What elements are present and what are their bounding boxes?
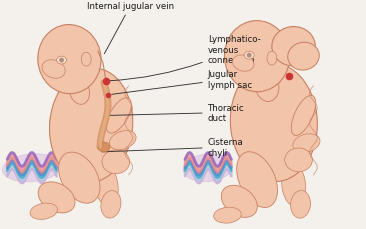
- Ellipse shape: [291, 96, 316, 136]
- Text: Thoracic
duct: Thoracic duct: [109, 103, 244, 123]
- Ellipse shape: [282, 163, 306, 206]
- Ellipse shape: [59, 58, 64, 63]
- Text: Jugular
lymph sac: Jugular lymph sac: [112, 70, 252, 95]
- Ellipse shape: [98, 142, 110, 152]
- Ellipse shape: [30, 203, 57, 219]
- Ellipse shape: [244, 52, 254, 60]
- Ellipse shape: [272, 27, 315, 67]
- Ellipse shape: [2, 154, 61, 182]
- Ellipse shape: [183, 154, 232, 182]
- Ellipse shape: [42, 60, 65, 79]
- Ellipse shape: [214, 207, 241, 223]
- Ellipse shape: [224, 22, 290, 92]
- Text: Cisterna
chyli: Cisterna chyli: [102, 138, 243, 157]
- Ellipse shape: [232, 56, 254, 72]
- Ellipse shape: [285, 148, 313, 172]
- Ellipse shape: [109, 131, 136, 150]
- Ellipse shape: [293, 134, 320, 153]
- Text: Internal jugular vein: Internal jugular vein: [87, 2, 174, 55]
- Ellipse shape: [230, 64, 317, 182]
- Ellipse shape: [94, 163, 118, 206]
- Ellipse shape: [38, 25, 101, 94]
- Ellipse shape: [291, 191, 310, 218]
- Ellipse shape: [81, 53, 91, 67]
- Ellipse shape: [288, 43, 319, 71]
- Ellipse shape: [221, 185, 257, 217]
- Text: Lymphatico-
venous
connection: Lymphatico- venous connection: [110, 35, 261, 81]
- Ellipse shape: [267, 52, 277, 66]
- Ellipse shape: [49, 69, 133, 183]
- Ellipse shape: [50, 114, 69, 147]
- Ellipse shape: [247, 53, 252, 58]
- Ellipse shape: [102, 150, 130, 174]
- Ellipse shape: [106, 98, 131, 134]
- Ellipse shape: [237, 152, 277, 208]
- Ellipse shape: [59, 153, 100, 203]
- Ellipse shape: [57, 57, 67, 65]
- Ellipse shape: [69, 78, 89, 105]
- Ellipse shape: [255, 71, 279, 102]
- Ellipse shape: [101, 191, 121, 218]
- Ellipse shape: [38, 182, 75, 213]
